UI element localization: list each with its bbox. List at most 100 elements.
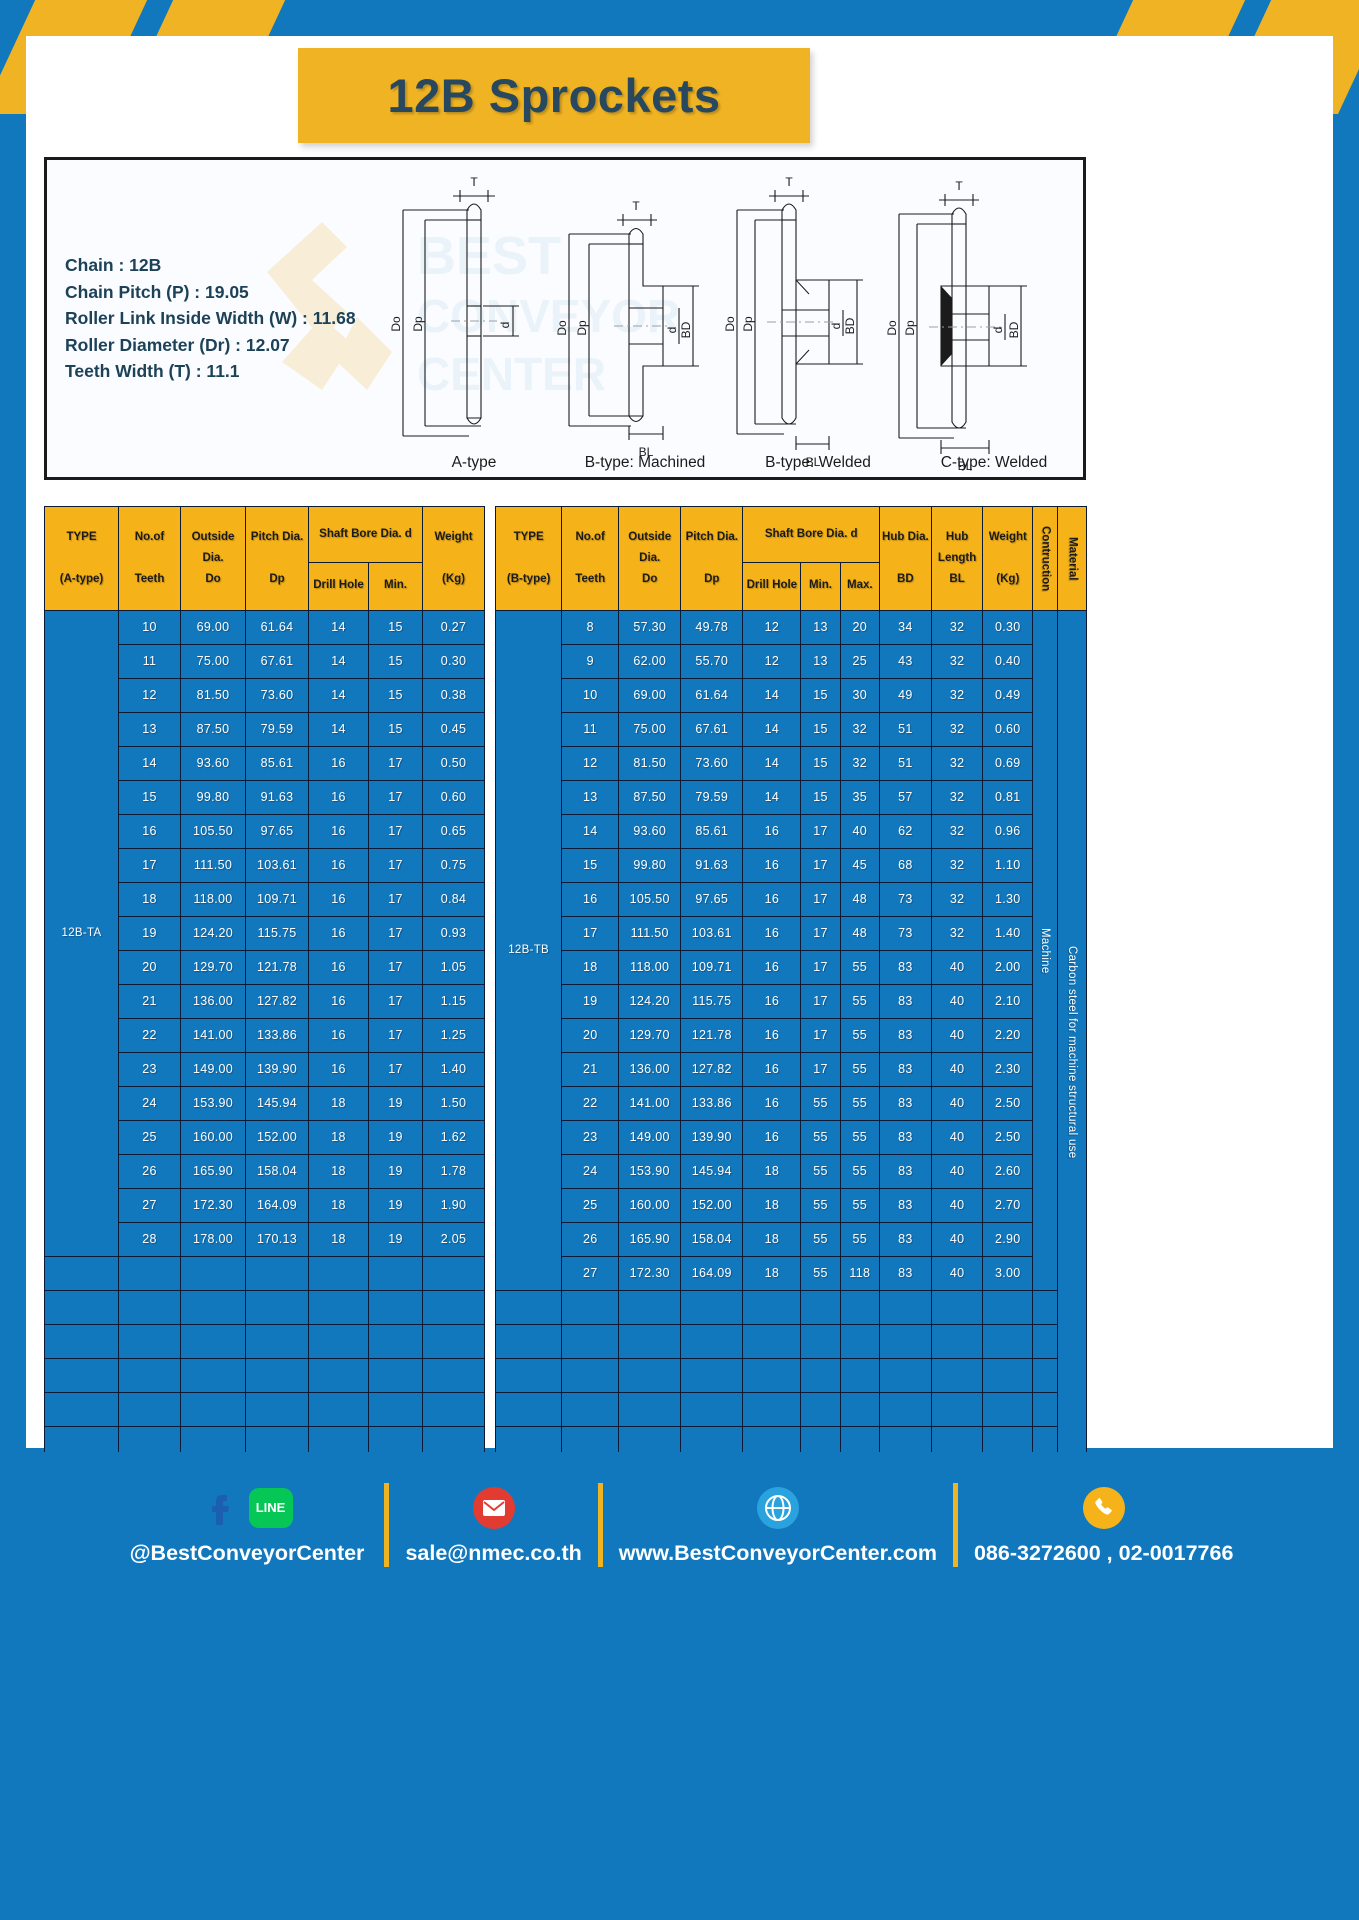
cell-kg: 2.00: [982, 949, 1034, 985]
cell-kg: 2.10: [982, 983, 1034, 1019]
table-row: 11 75.00 67.61 14 15 32 51 32 0.60: [496, 711, 1087, 747]
cell-drill: 18: [742, 1187, 802, 1223]
cell-drill: 14: [308, 677, 369, 713]
table-row-empty: [44, 1255, 485, 1291]
cell-do: 69.00: [180, 610, 246, 645]
footer-website-text[interactable]: www.BestConveyorCenter.com: [618, 1540, 937, 1565]
cell-bd: 62: [878, 813, 932, 849]
cell-do: 172.30: [180, 1187, 246, 1223]
cell-teeth: 21: [561, 1051, 620, 1087]
cell-bd: 34: [878, 610, 932, 645]
cell-dp: 97.65: [680, 881, 744, 917]
cell-max: 32: [839, 745, 880, 781]
cell-drill: 18: [742, 1255, 802, 1291]
cell-empty: [839, 1357, 880, 1393]
svg-text:d: d: [498, 322, 512, 329]
table-row: 24 153.90 145.94 18 55 55 83 40 2.60: [496, 1153, 1087, 1189]
cell-teeth: 23: [118, 1051, 181, 1087]
cell-drill: 14: [742, 779, 802, 815]
cell-do: 62.00: [618, 643, 682, 679]
cell-drill: 18: [308, 1085, 369, 1121]
cell-min: 17: [368, 949, 423, 985]
cell-min: 17: [800, 813, 841, 849]
cell-do: 75.00: [180, 643, 246, 679]
cell-kg: 2.90: [982, 1221, 1034, 1257]
cell-empty: [368, 1255, 423, 1291]
footer-phone[interactable]: 086-3272600 , 02-0017766: [974, 1485, 1233, 1566]
cell-drill: 16: [308, 847, 369, 883]
th-b-pitch-dia: Pitch Dia. Dp: [680, 506, 744, 611]
cell-dp: 85.61: [680, 813, 744, 849]
table-row: 25 160.00 152.00 18 19 1.62: [45, 1119, 485, 1155]
footer-email[interactable]: sale@nmec.co.th: [405, 1485, 582, 1566]
phone-icon[interactable]: [1082, 1486, 1125, 1529]
cell-dp: 49.78: [680, 610, 744, 645]
cell-max: 20: [839, 610, 880, 645]
cell-empty: [494, 1289, 563, 1325]
footer-website[interactable]: www.BestConveyorCenter.com: [619, 1485, 937, 1566]
cell-empty: [742, 1357, 802, 1393]
facebook-icon[interactable]: [202, 1488, 242, 1528]
cell-kg: 2.30: [982, 1051, 1034, 1087]
cell-empty: [680, 1323, 744, 1359]
mail-icon[interactable]: [472, 1486, 515, 1529]
cell-max: 25: [839, 643, 880, 679]
cell-do: 149.00: [618, 1119, 682, 1155]
cell-kg: 0.30: [982, 610, 1034, 645]
cell-teeth: 16: [118, 813, 181, 849]
cell-min: 15: [800, 677, 841, 713]
cell-bd: 83: [878, 983, 932, 1019]
table-row: 12 81.50 73.60 14 15 32 51 32 0.69: [496, 745, 1087, 781]
table-a-type: TYPE (A-type) No.of Teeth Outside Dia. D…: [44, 506, 485, 1495]
cell-max: 55: [839, 1017, 880, 1053]
cell-drill: 16: [742, 915, 802, 951]
cell-empty: [930, 1323, 984, 1359]
cell-min: 17: [368, 915, 423, 951]
th-b-hub-length: Hub Length BL: [930, 506, 984, 611]
cell-kg: 2.50: [982, 1119, 1034, 1155]
cell-teeth: 14: [561, 813, 620, 849]
table-row: 12B-TB 8 57.30 49.78 12 13 20 34 32 0.30 Machine Ca…: [494, 610, 1088, 1495]
cell-min: 55: [800, 1255, 841, 1291]
cell-kg: 0.60: [982, 711, 1034, 747]
cell-drill: 18: [308, 1221, 369, 1257]
cell-empty: [800, 1289, 841, 1325]
footer-divider-2: [597, 1483, 603, 1567]
footer-facebook-handle[interactable]: @BestConveyorCenter: [129, 1540, 365, 1565]
globe-icon[interactable]: [756, 1486, 799, 1529]
spec-line-roller-width: Roller Link Inside Width (W) : 11.68: [65, 308, 356, 328]
cell-kg: 0.45: [422, 711, 485, 747]
table-row: 27 172.30 164.09 18 55 118 83 40 3.00: [496, 1255, 1087, 1291]
table-row-empty: [494, 1289, 1087, 1325]
cell-empty: [44, 1289, 119, 1325]
table-row: 15 99.80 91.63 16 17 0.60: [45, 779, 485, 815]
cell-empty: [180, 1357, 246, 1393]
cell-bd: 57: [878, 779, 932, 815]
cell-drill: 14: [742, 711, 802, 747]
cell-dp: 164.09: [680, 1255, 744, 1291]
cell-dp: 139.90: [245, 1051, 309, 1087]
cell-min: 19: [368, 1153, 423, 1189]
cell-empty: [878, 1357, 932, 1393]
cell-do: 165.90: [618, 1221, 682, 1257]
cell-do: 99.80: [618, 847, 682, 883]
cell-empty: [245, 1289, 309, 1325]
cell-do: 93.60: [180, 745, 246, 781]
footer-email-text[interactable]: sale@nmec.co.th: [405, 1540, 582, 1565]
cell-bd: 83: [878, 1017, 932, 1053]
cell-do: 124.20: [618, 983, 682, 1019]
cell-drill: 16: [742, 881, 802, 917]
table-row-empty: [44, 1357, 485, 1393]
cell-teeth: 12: [118, 677, 181, 713]
svg-text:d: d: [991, 327, 1005, 334]
table-row: 12 81.50 73.60 14 15 0.38: [45, 677, 485, 713]
label-b-type-welded: B-type: Welded: [765, 454, 871, 471]
line-icon[interactable]: LINE: [248, 1487, 293, 1528]
svg-text:Do: Do: [885, 320, 899, 336]
cell-empty: [561, 1357, 620, 1393]
cell-min: 17: [800, 1051, 841, 1087]
footer-social[interactable]: LINE @BestConveyorCenter: [126, 1485, 369, 1566]
cell-empty: [930, 1357, 984, 1393]
footer-phone-text[interactable]: 086-3272600 , 02-0017766: [973, 1540, 1234, 1565]
cell-do: 75.00: [618, 711, 682, 747]
